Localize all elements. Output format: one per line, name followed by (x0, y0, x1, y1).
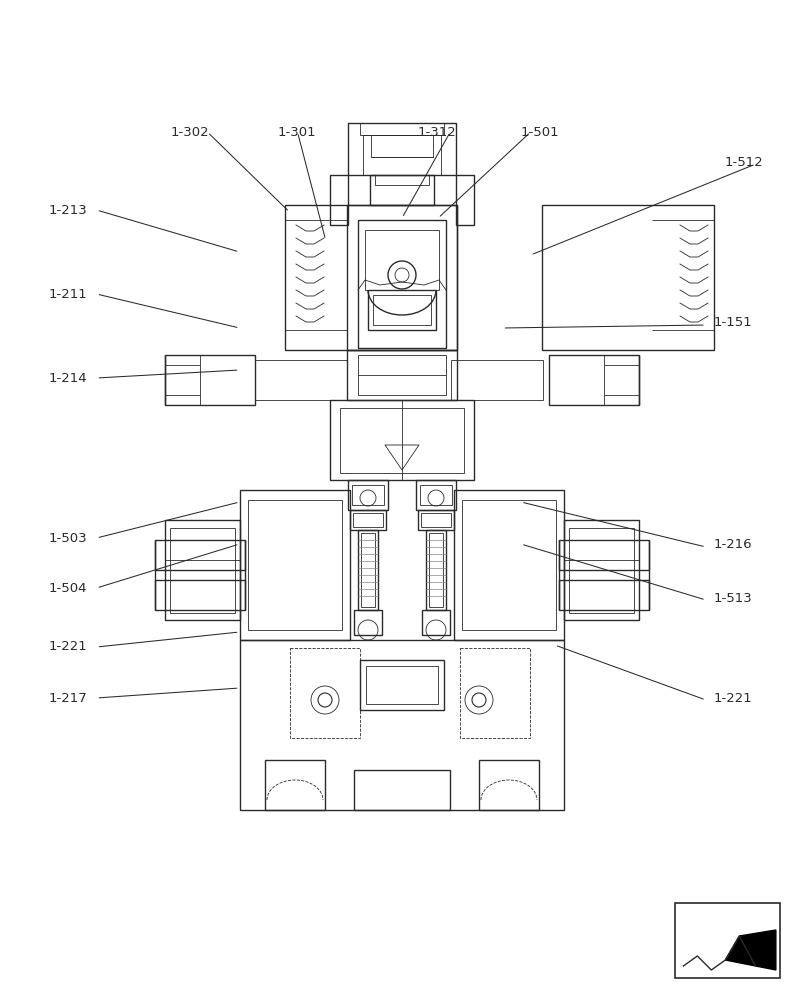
Bar (290, 648, 360, 738)
Text: 1-312: 1-312 (417, 125, 455, 138)
Bar (340, 408, 463, 473)
Bar (421, 513, 450, 527)
Text: 1-213: 1-213 (48, 204, 87, 217)
Bar (455, 175, 474, 225)
Bar (426, 530, 446, 610)
Bar (155, 580, 245, 610)
Bar (415, 480, 455, 510)
Text: 1-211: 1-211 (48, 288, 87, 300)
Bar (368, 290, 435, 330)
Text: 1-221: 1-221 (48, 641, 87, 654)
Bar (357, 530, 377, 610)
Text: 1-216: 1-216 (713, 538, 752, 551)
Bar (454, 490, 563, 640)
Bar (675, 903, 779, 978)
Bar (284, 205, 456, 350)
Bar (247, 500, 341, 630)
Bar (240, 490, 349, 640)
Bar (365, 230, 438, 290)
Text: 1-501: 1-501 (520, 125, 559, 138)
Bar (370, 135, 433, 157)
Bar (357, 220, 446, 348)
Text: 1-513: 1-513 (713, 591, 752, 604)
Text: 1-302: 1-302 (170, 125, 209, 138)
Bar (255, 360, 347, 400)
Bar (353, 513, 382, 527)
Bar (369, 175, 434, 205)
Bar (374, 175, 429, 185)
Bar (329, 175, 348, 225)
Bar (165, 355, 255, 405)
Bar (169, 528, 234, 613)
Bar (373, 295, 430, 325)
Bar (419, 485, 451, 505)
Bar (240, 640, 563, 810)
Circle shape (318, 693, 332, 707)
Bar (362, 135, 441, 175)
Polygon shape (724, 930, 775, 970)
Bar (360, 660, 443, 710)
Text: 1-504: 1-504 (48, 582, 87, 594)
Bar (459, 648, 529, 738)
Bar (265, 760, 324, 810)
Bar (558, 540, 648, 570)
Bar (348, 480, 388, 510)
Bar (352, 485, 384, 505)
Bar (360, 123, 443, 135)
Text: 1-301: 1-301 (277, 125, 316, 138)
Text: 1-214: 1-214 (48, 371, 87, 384)
Bar (353, 610, 381, 635)
Bar (429, 533, 442, 607)
Bar (361, 533, 374, 607)
Text: 1-217: 1-217 (48, 692, 87, 704)
Bar (569, 528, 634, 613)
Bar (558, 580, 648, 610)
Text: 1-503: 1-503 (48, 532, 87, 544)
Text: 1-151: 1-151 (713, 316, 752, 330)
Bar (541, 205, 713, 350)
Bar (329, 400, 474, 480)
Bar (462, 500, 556, 630)
Bar (155, 540, 245, 570)
Bar (347, 350, 456, 400)
Bar (347, 205, 456, 350)
Bar (450, 360, 542, 400)
Text: 1-512: 1-512 (724, 155, 763, 168)
Text: 1-221: 1-221 (713, 692, 752, 704)
Bar (165, 520, 240, 620)
Bar (418, 510, 454, 530)
Bar (349, 510, 385, 530)
Bar (357, 355, 446, 395)
Bar (563, 520, 638, 620)
Circle shape (471, 693, 485, 707)
Bar (548, 355, 638, 405)
Bar (348, 123, 455, 175)
Bar (479, 760, 538, 810)
Bar (365, 666, 438, 704)
Bar (353, 770, 450, 810)
Bar (422, 610, 450, 635)
